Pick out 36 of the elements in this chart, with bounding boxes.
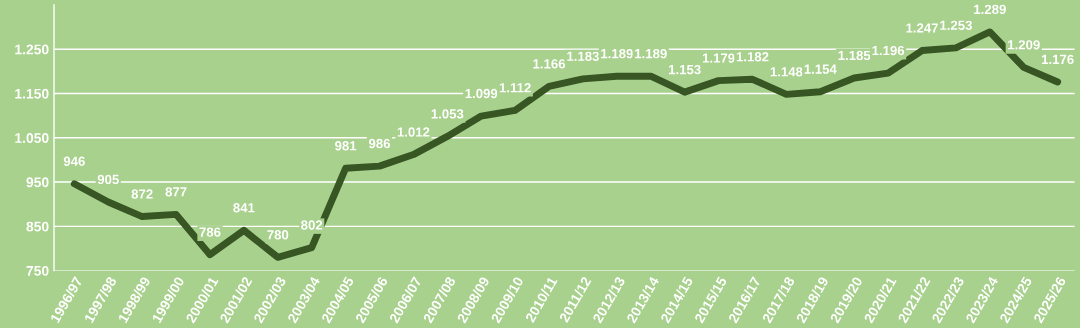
data-label: 1.112 — [499, 83, 531, 93]
data-label: 1.154 — [804, 64, 837, 74]
data-label: 877 — [165, 187, 187, 197]
data-label: 1.012 — [397, 127, 430, 137]
data-label: 1.183 — [567, 51, 599, 61]
data-label: 981 — [335, 141, 357, 151]
data-label: 1.182 — [736, 52, 769, 62]
data-label: 1.148 — [770, 67, 803, 77]
y-tick-label: 1.050 — [15, 133, 49, 143]
data-label: 1.166 — [533, 59, 566, 69]
data-label: 1.185 — [838, 50, 871, 61]
y-tick-label: 750 — [26, 265, 49, 276]
data-label: 1.053 — [431, 109, 464, 119]
data-label: 1.253 — [940, 20, 972, 30]
y-tick-label: 850 — [26, 221, 49, 232]
data-label: 872 — [131, 189, 153, 199]
data-label: 1.153 — [668, 64, 701, 75]
data-label: 802 — [301, 220, 323, 230]
data-label: 1.189 — [601, 48, 633, 59]
y-tick-label: 1.150 — [15, 88, 49, 99]
data-label: 841 — [233, 203, 255, 213]
data-label: 1.176 — [1041, 54, 1074, 65]
y-tick-label: 950 — [26, 177, 49, 188]
data-label: 780 — [267, 230, 289, 240]
data-label: 1.289 — [974, 4, 1006, 15]
data-label: 986 — [368, 138, 391, 149]
data-label: 1.196 — [872, 45, 905, 56]
y-tick-label: 1.250 — [15, 44, 49, 55]
data-label: 946 — [63, 156, 85, 166]
data-label: 1.189 — [635, 48, 667, 59]
data-label: 1.179 — [702, 53, 735, 63]
data-label: 1.247 — [906, 23, 938, 33]
data-label: 905 — [97, 174, 119, 185]
data-label: 1.209 — [1008, 40, 1040, 50]
data-label: 1.099 — [465, 88, 498, 99]
data-label: 786 — [199, 227, 221, 237]
